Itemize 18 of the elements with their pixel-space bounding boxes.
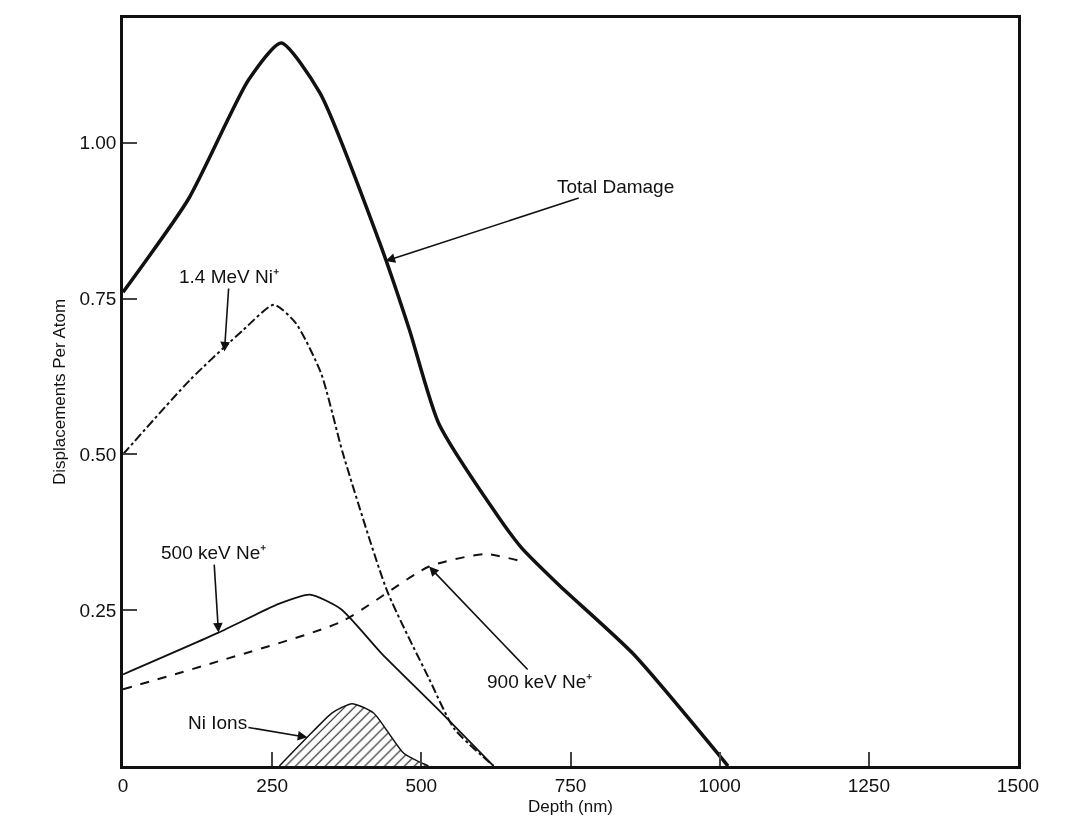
x-tick-label: 250	[256, 774, 289, 796]
annotation: 1.4 MeV Ni⁺	[179, 266, 279, 287]
x-tick-label: 1000	[698, 774, 741, 796]
y-tick-label: 0.50	[79, 443, 117, 465]
y-tick-label: 0.25	[79, 599, 117, 621]
x-tick-label: 500	[405, 774, 438, 796]
annotation: Total Damage	[557, 176, 675, 197]
x-tick-label: 1500	[996, 774, 1040, 796]
y-axis-title: Displacements Per Atom	[50, 298, 70, 486]
x-tick-label: 750	[554, 774, 587, 796]
annotation: Ni Ions	[188, 712, 248, 733]
annotation: 900 keV Ne⁺	[487, 671, 593, 692]
x-tick-label: 0	[117, 774, 129, 796]
annotation: 500 keV Ne⁺	[161, 542, 267, 563]
y-tick-label: 1.00	[79, 132, 117, 154]
x-axis-title: Depth (nm)	[527, 796, 614, 816]
y-tick-label: 0.75	[79, 288, 117, 310]
x-tick-label: 1250	[847, 774, 890, 796]
